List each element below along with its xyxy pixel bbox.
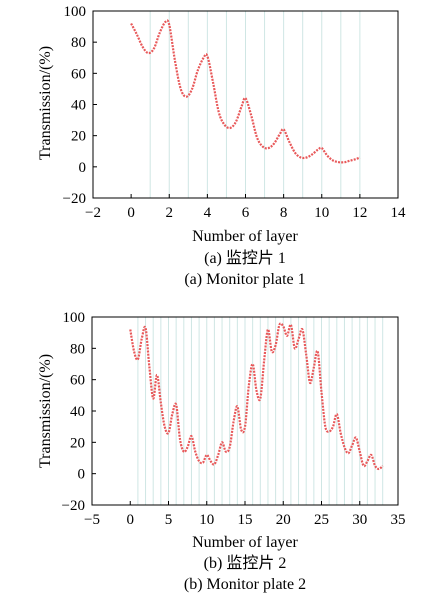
- x-tick-label: 0: [127, 512, 135, 528]
- x-tick-label: 20: [276, 512, 291, 528]
- y-tick-label: 60: [70, 373, 85, 389]
- y-tick-label: 60: [71, 66, 86, 82]
- x-tick-label: 5: [165, 512, 173, 528]
- x-tick-label: 2: [166, 205, 174, 221]
- y-tick-label: 20: [71, 129, 86, 145]
- y-tick-label: 40: [70, 404, 85, 420]
- y-tick-label: 20: [70, 435, 85, 451]
- y-tick-label: 0: [79, 160, 87, 176]
- x-tick-label: 25: [314, 512, 329, 528]
- caption-chinese: (b) 监控片 2: [204, 554, 287, 572]
- x-tick-label: −2: [85, 205, 101, 221]
- y-axis-label: Transmission/(%): [37, 354, 54, 468]
- x-tick-label: 30: [352, 512, 367, 528]
- x-tick-label: 4: [204, 205, 212, 221]
- y-tick-label: 40: [71, 98, 86, 114]
- x-tick-label: 15: [238, 512, 253, 528]
- caption-chinese: (a) 监控片 1: [204, 249, 286, 267]
- caption-english: (a) Monitor plate 1: [184, 271, 305, 288]
- x-tick-label: 10: [199, 512, 214, 528]
- chart-panel-a: Transmission/(%) Number of layer (a) 监控片…: [37, 4, 407, 288]
- y-tick-label: 100: [64, 4, 87, 20]
- y-tick-label: 80: [71, 35, 86, 51]
- chart-panel-b: Transmission/(%) Number of layer (b) 监控片…: [37, 310, 406, 593]
- y-tick-label: 80: [70, 341, 85, 357]
- y-tick-label: 0: [78, 467, 86, 483]
- x-tick-label: 35: [391, 512, 406, 528]
- x-tick-label: 12: [352, 205, 367, 221]
- y-axis-label: Transmission/(%): [37, 46, 54, 160]
- x-axis-label: Number of layer: [192, 534, 298, 551]
- x-axis-label: Number of layer: [192, 228, 298, 245]
- x-tick-label: 8: [280, 205, 288, 221]
- y-tick-label: 100: [63, 310, 86, 326]
- x-tick-label: 10: [314, 205, 329, 221]
- x-tick-label: 14: [391, 205, 407, 221]
- y-tick-label: −20: [62, 498, 85, 514]
- caption-english: (b) Monitor plate 2: [184, 576, 306, 593]
- x-tick-label: −5: [84, 512, 100, 528]
- x-tick-label: 6: [242, 205, 250, 221]
- transmission-curve: [130, 19, 361, 164]
- y-tick-label: −20: [63, 191, 86, 207]
- x-tick-label: 0: [127, 205, 135, 221]
- transmission-curve: [129, 322, 384, 471]
